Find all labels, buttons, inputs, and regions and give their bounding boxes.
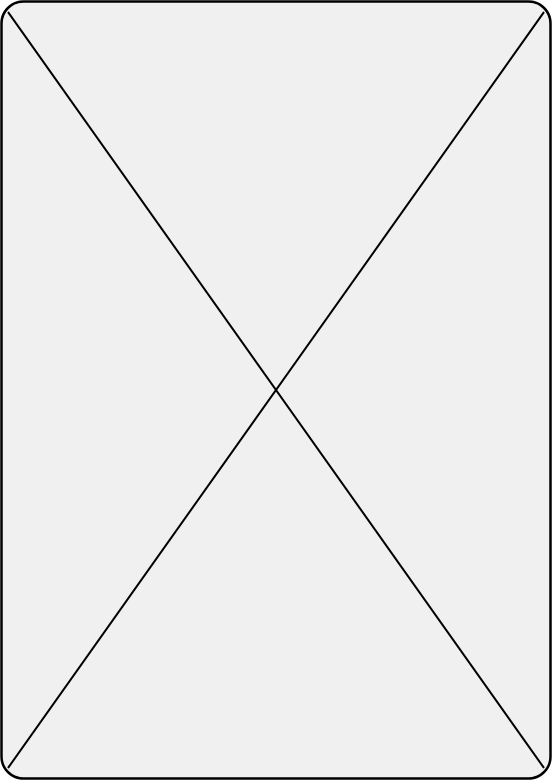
placeholder-diagonal-up <box>7 11 545 769</box>
